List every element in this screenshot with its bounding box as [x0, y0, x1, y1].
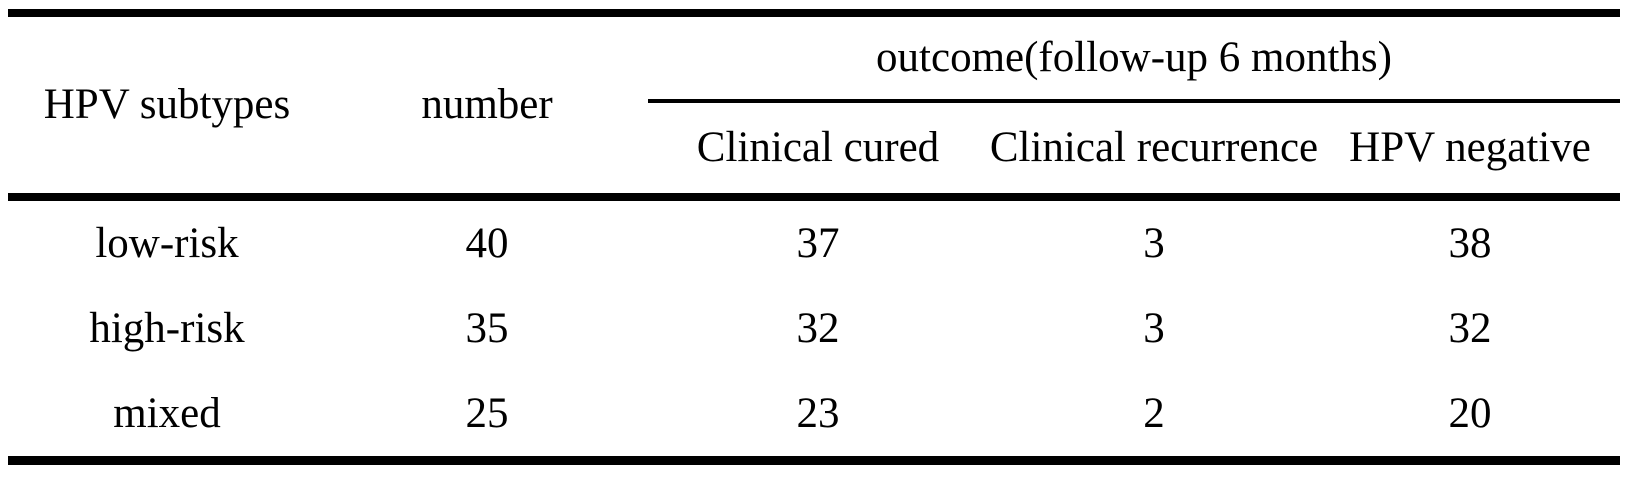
cell-clinical-cured: 32: [796, 304, 840, 352]
cell-subtype: high-risk: [89, 304, 245, 352]
cell-hpv-negative: 20: [1448, 389, 1492, 437]
table-row-mixed: mixed 25 23 2 20: [8, 371, 1620, 456]
cell-hpv-negative: 32: [1448, 304, 1492, 352]
header-row-subheaders: Clinical cured Clinical recurrence HPV n…: [8, 103, 1621, 201]
column-header-clinical-recurrence: Clinical recurrence: [988, 103, 1320, 201]
hpv-outcomes-table: HPV subtypes number outcome(follow-up 6 …: [8, 9, 1621, 465]
column-header-clinical-cured: Clinical cured: [648, 103, 988, 201]
cell-clinical-recurrence: 3: [1143, 304, 1165, 352]
cell-hpv-negative: 38: [1448, 219, 1492, 267]
table-container: HPV subtypes number outcome(follow-up 6 …: [8, 9, 1621, 465]
cell-clinical-recurrence: 2: [1143, 389, 1165, 437]
column-group-header-outcome: outcome(follow-up 6 months): [648, 17, 1621, 103]
cell-clinical-cured: 23: [796, 389, 840, 437]
cell-number: 40: [465, 219, 509, 267]
cell-clinical-cured: 37: [796, 219, 840, 267]
cell-number: 25: [465, 389, 509, 437]
cell-number: 35: [465, 304, 509, 352]
column-header-hpv-negative: HPV negative: [1320, 103, 1621, 201]
column-header-number: number: [326, 17, 648, 201]
table-row-low-risk: low-risk 40 37 3 38: [8, 201, 1620, 286]
cell-clinical-recurrence: 3: [1143, 219, 1165, 267]
table-row-high-risk: high-risk 35 32 3 32: [8, 286, 1620, 371]
header-row-spanner: HPV subtypes number outcome(follow-up 6 …: [8, 17, 1621, 201]
column-header-hpv-subtypes: HPV subtypes: [8, 17, 326, 201]
cell-subtype: mixed: [113, 389, 221, 437]
cell-subtype: low-risk: [95, 219, 239, 267]
